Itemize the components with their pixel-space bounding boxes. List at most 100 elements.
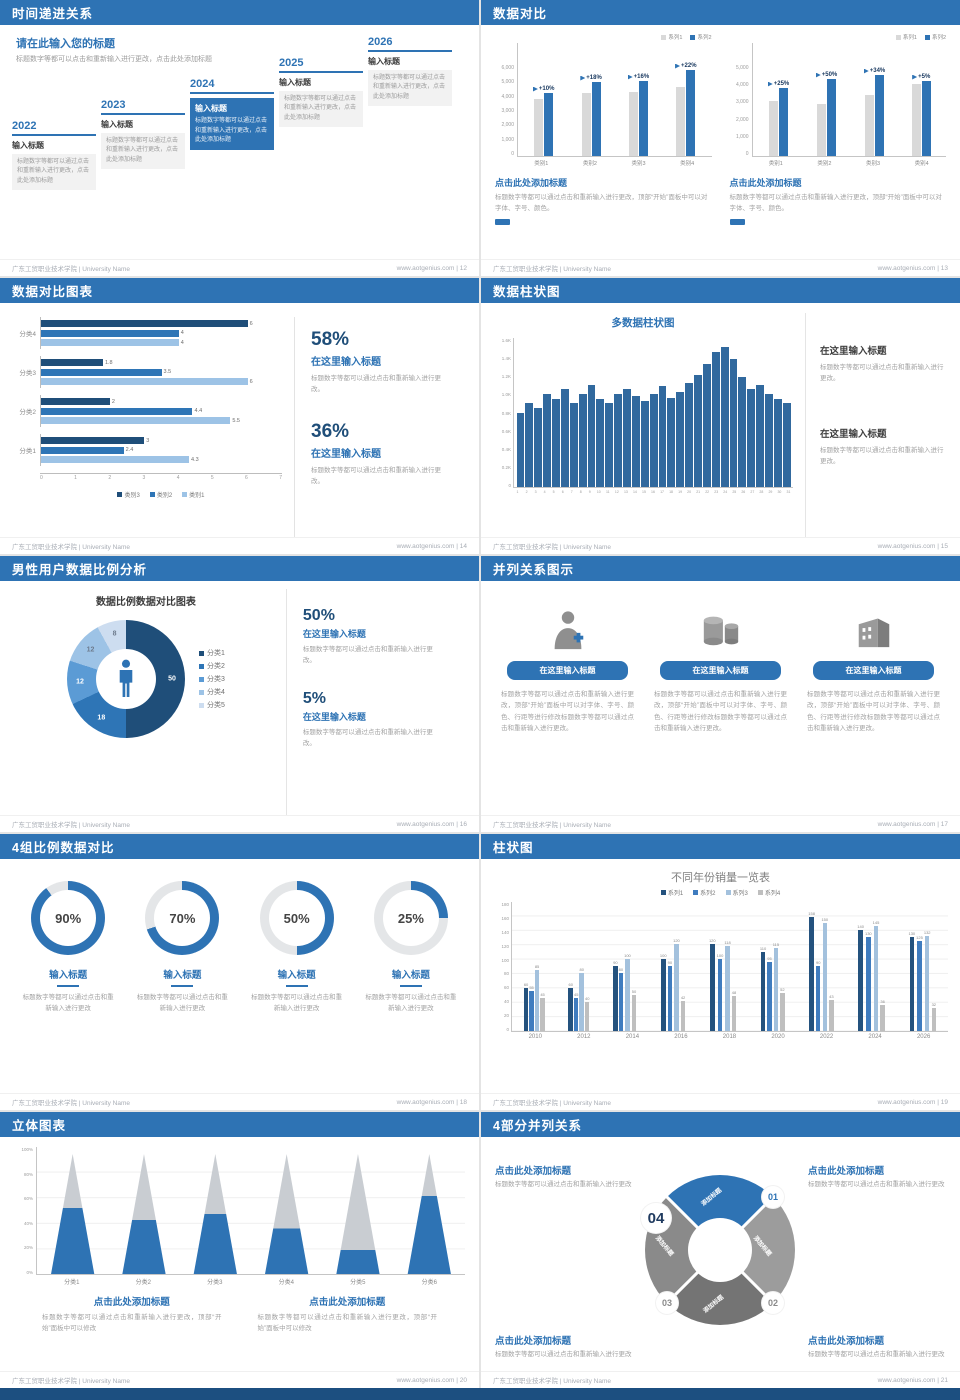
bar	[924, 936, 930, 1031]
axis-tick-label: 60%	[23, 1196, 33, 1202]
bar	[41, 437, 145, 444]
s13-chart-0: 系列1 系列2 6,000 5,000 4,000 3,000 2,000 1,000 0 +10…	[495, 33, 712, 167]
value-label: 32	[931, 1002, 937, 1007]
slide-title-bar: 立体图表	[0, 1112, 479, 1137]
axis-tick-label: 类别1	[534, 161, 549, 167]
callout-label: +18%	[580, 75, 602, 81]
timeline-divider	[101, 113, 185, 115]
timeline-item: 2026 输入标题 标题数字等都可以通过点击和重新输入进行更改，点击此处添加标题	[368, 36, 452, 106]
value-label: 4	[180, 330, 184, 336]
legend-item: 分类5	[198, 700, 225, 710]
title-button[interactable]: 在这里输入标题	[507, 661, 628, 680]
bar	[41, 398, 110, 405]
stat-block: 58% 在这里输入标题 标题数字等都可以通过点击和重新输入进行更改。	[311, 329, 465, 395]
axis-tick-label: 分类2	[135, 1280, 151, 1286]
value-label: 4.3	[191, 456, 199, 463]
corner-block: 点击此处添加标题 标题数字等都可以通过点击和重新输入进行更改	[808, 1333, 946, 1361]
slide-15-column-chart[interactable]: 数据柱状图 多数据柱状图 1.6K 1.4K 1.2K 1.0K 0.8K 0.6K 0.4…	[481, 278, 960, 554]
bar	[516, 412, 525, 487]
bar	[534, 970, 540, 1031]
axis-tick-label: 2010	[528, 1034, 542, 1040]
bar	[864, 95, 874, 156]
slide-footer-org: 广东工贸职业技术学院 | University Name	[12, 1100, 130, 1107]
slide-title: 并列关系图示	[493, 563, 575, 577]
axis-tick-label: 20	[503, 1013, 509, 1018]
bar	[628, 92, 638, 156]
slide-19-bar-chart[interactable]: 柱状图 不同年份销量一览表 系列1 系列2 系列3 系列4 180 160 140 120 1…	[481, 834, 960, 1110]
slide-footer: 广东工贸职业技术学院 | University Name www.aotgeni…	[481, 259, 960, 276]
caption-block: 点击此处添加标题 标题数字等都可以通过点击和重新输入进行更改，顶部“开始”面板中…	[495, 176, 712, 226]
chart-panel: 系列1 系列2 5,000 4,000 3,000 2,000 1,000 0 +25% +50%…	[729, 33, 947, 259]
bar	[917, 941, 922, 1031]
slide-title-bar: 并列关系图示	[481, 556, 960, 581]
stat-block: 36% 在这里输入标题 标题数字等都可以通过点击和重新输入进行更改。	[311, 421, 465, 487]
bar	[544, 93, 554, 156]
segment-label: 添加标题	[653, 1235, 674, 1258]
title-button[interactable]: 在这里输入标题	[813, 661, 934, 680]
slide-14-comparison-chart[interactable]: 数据对比图表 分类4 6 4 4 分类3 1.8 3.5 6 分类2 2 4.4 5.5 分类1 3 2.4…	[0, 278, 479, 554]
accent-pill	[729, 219, 745, 226]
s19-chart: 180 160 140 120 100 80 60 40 20 0 60 55 85 45 60 45 80 40…	[493, 902, 948, 1041]
bar-group: 60 45 80 40	[568, 967, 590, 1031]
slide-17-parallel-relationship[interactable]: 并列关系图示 在这里输入标题 标题数字等都可以通过点击和重新输入进行更改，顶部“…	[481, 556, 960, 832]
axis-tick-label: 19	[678, 490, 683, 494]
bar	[782, 403, 791, 487]
slide-12-time-progression[interactable]: 时间递进关系 请在此输入您的标题 标题数字等都可以点击和重新输入进行更改，点击此…	[0, 0, 479, 276]
intro-text: 标题数字等都可以点击和重新输入进行更改，点击此处添加标题	[16, 56, 212, 63]
bar	[573, 998, 579, 1031]
timeline-item: 2025 输入标题 标题数字等都可以通过点击和重新输入进行更改，点击此处添加标题	[279, 57, 363, 127]
slide-title-bar: 4部分并列关系	[481, 1112, 960, 1137]
timeline-item-title: 输入标题	[101, 120, 133, 129]
value-label: 2	[111, 398, 115, 405]
bar	[873, 926, 879, 1031]
slide-footer-org: 广东工贸职业技术学院 | University Name	[493, 266, 611, 273]
s18-ring-3: 25%	[373, 881, 448, 955]
chart-legend: 类别3 类别2 类别1	[40, 490, 282, 499]
text-block: 在这里输入标题 标题数字等都可以通过点击和重新输入进行更改。	[820, 426, 948, 467]
bar-chart: 5,000 4,000 3,000 2,000 1,000 0 +25% +50% +34% +5…	[730, 43, 946, 167]
value-label: 6	[249, 320, 253, 327]
slide-21-four-part-relationship[interactable]: 4部分并列关系 添加标题 添加标题 添加标题 添加标题 01 02 03 04 …	[481, 1112, 960, 1388]
axis-tick-label: 3,000	[501, 107, 514, 114]
cone-chart: 100% 80% 60% 40% 20% 0% 分类1 分类2 分类3 分类4 分类5 分类6	[14, 1147, 465, 1286]
legend-item: 系列1	[895, 33, 917, 41]
axis-tick-label: 0.4K	[501, 446, 511, 452]
caption-block: 点击此处添加标题 标题数字等都可以通过点击和重新输入进行更改，顶部“开始”面板中…	[729, 176, 947, 226]
bar-group: 分类2 2 4.4 5.5	[14, 395, 282, 427]
slide-16-male-ratio-analysis[interactable]: 男性用户数据比例分析 数据比例数据对比图表 50 18 12 12 8 分类1 分类2 分类…	[0, 556, 479, 832]
axis-tick-label: 9	[588, 490, 591, 494]
slide-title: 柱状图	[493, 841, 534, 855]
plot-area	[513, 338, 793, 488]
legend-item: 系列2	[924, 33, 946, 41]
slide-footer-link: www.aotgenius.com | 16	[396, 820, 467, 828]
value-label: 4	[180, 339, 184, 346]
flag-icon	[532, 86, 538, 92]
axis-tick-label: 4	[176, 475, 180, 481]
axis-tick-label: 8	[579, 490, 582, 494]
corner-title: 点击此处添加标题	[495, 1166, 572, 1177]
feature-column: 在这里输入标题 标题数字等都可以通过点击和重新输入进行更改，顶部“开始”面板中可…	[499, 597, 636, 815]
slide-body: 数据比例数据对比图表 50 18 12 12 8 分类1 分类2 分类3 分类4 分类5 50%…	[0, 581, 479, 815]
bar	[41, 378, 248, 385]
axis-tick-label: 0	[511, 150, 514, 157]
value-label: 130	[908, 931, 916, 936]
slide-20-cone-chart[interactable]: 立体图表 100% 80% 60% 40% 20% 0% 分类1 分类2 分类3 分类4 分类5 分…	[0, 1112, 479, 1388]
title-button[interactable]: 在这里输入标题	[660, 661, 781, 680]
axis-tick-label: 3	[142, 475, 146, 481]
slide-title: 数据对比图表	[12, 285, 94, 299]
database-icon	[652, 597, 789, 651]
value-label: 3.5	[163, 369, 172, 375]
callout-label: +34%	[863, 68, 885, 74]
ring-percent: 25%	[382, 890, 439, 946]
segment-number: 02	[762, 1292, 784, 1314]
bar	[614, 393, 622, 487]
slide-footer: 广东工贸职业技术学院 | University Name www.aotgeni…	[0, 259, 479, 276]
slide-18-four-ratio-comparison[interactable]: 4组比例数据对比 90% 输入标题 标题数字等都可以通过点击和重新输入进行更改 …	[0, 834, 479, 1110]
bar	[773, 948, 779, 1031]
cone-shape	[193, 1154, 237, 1274]
timeline-divider	[279, 71, 363, 73]
axis-tick-label: 0%	[26, 1269, 33, 1275]
value-label: 4.4	[194, 408, 203, 414]
slide-13-data-comparison[interactable]: 数据对比 系列1 系列2 6,000 5,000 4,000 3,000 2,000 1,00…	[481, 0, 960, 276]
axis-tick-label: 4,000	[501, 93, 514, 100]
